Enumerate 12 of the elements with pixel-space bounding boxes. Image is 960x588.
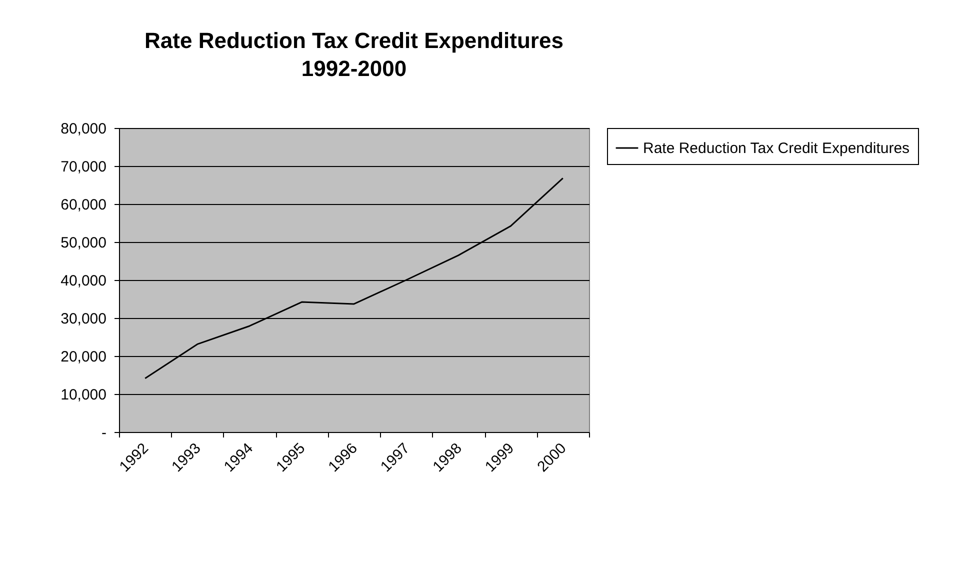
y-tick-label: 40,000: [60, 272, 106, 290]
y-tick-label: -: [102, 424, 106, 442]
y-tick-label: 60,000: [60, 196, 106, 214]
y-tick-label: 30,000: [60, 310, 106, 328]
legend-label: Rate Reduction Tax Credit Expenditures: [643, 140, 910, 157]
y-tick-label: 20,000: [60, 348, 106, 366]
y-tick-label: 10,000: [60, 386, 106, 404]
y-tick-label: 70,000: [60, 158, 106, 176]
chart-subtitle: 1992-2000: [301, 56, 407, 81]
chart-title: Rate Reduction Tax Credit Expenditures: [144, 28, 564, 53]
y-tick-label: 80,000: [60, 120, 106, 138]
y-tick-label: 50,000: [60, 234, 106, 252]
